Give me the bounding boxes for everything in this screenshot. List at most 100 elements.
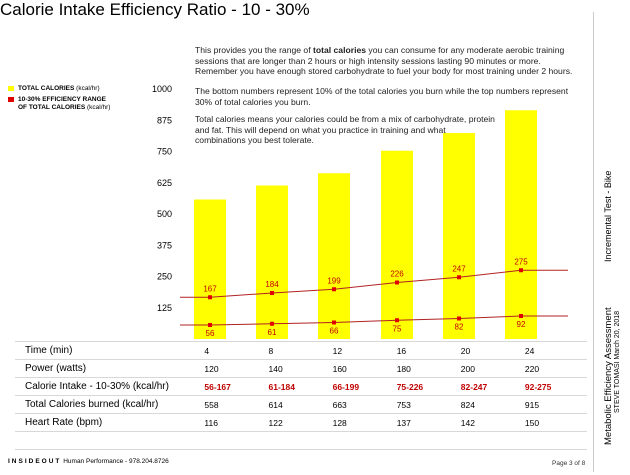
legend-range: 10-30% EFFICIENCY RANGE OF TOTAL CALORIE… <box>8 96 138 112</box>
row-cell: 558 <box>202 395 267 414</box>
row-cell: 200 <box>458 359 523 378</box>
legend-range-label-2: OF TOTAL CALORIES <box>18 104 86 111</box>
data-label: 226 <box>390 270 404 279</box>
line-point <box>457 275 461 280</box>
intro-paragraph: This provides you the range of total cal… <box>195 45 575 77</box>
intro-prefix: This provides you the range of <box>195 45 311 55</box>
legend-range-label-1: 10-30% EFFICIENCY RANGE <box>18 96 107 103</box>
row-cell: 160 <box>330 359 395 378</box>
y-tick-label: 1000 <box>152 84 172 94</box>
side-athlete: STEVE TOMASI <box>614 361 621 413</box>
row-cell: 92-275 <box>522 377 587 396</box>
row-cell: 180 <box>394 359 459 378</box>
row-label: Power (watts) <box>15 359 203 378</box>
legend-swatch-total <box>8 86 14 91</box>
line-point <box>332 320 336 325</box>
y-tick-label: 875 <box>157 115 172 125</box>
page-title: Calorie Intake Efficiency Ratio - 10 - 3… <box>0 0 310 19</box>
line-point <box>395 280 399 285</box>
side-athlete-date: STEVE TOMASI March 20, 2018 <box>614 311 621 413</box>
row-cell <box>266 431 331 450</box>
footer-text: Human Performance - 978.204.8726 <box>63 458 169 465</box>
row-label: Heart Rate (bpm) <box>15 413 203 432</box>
row-cell: 4 <box>202 341 267 360</box>
legend-total: TOTAL CALORIES (kcal/hr) <box>8 85 100 93</box>
table-row: Heart Rate (bpm) 116 122 128 137 142 150 <box>15 413 587 432</box>
row-cell: 128 <box>330 413 395 432</box>
y-tick-label: 750 <box>157 147 172 157</box>
row-cell <box>394 431 459 450</box>
side-report-title: Metabolic Efficiency Assessment <box>603 307 614 445</box>
row-label <box>15 431 203 450</box>
row-cell: 137 <box>394 413 459 432</box>
data-label: 66 <box>330 327 339 336</box>
row-cell: 61-184 <box>266 377 331 396</box>
row-cell: 614 <box>266 395 331 414</box>
data-label: 56 <box>206 329 215 338</box>
line-point <box>519 268 523 273</box>
table-row <box>15 431 587 450</box>
row-cell: 142 <box>458 413 523 432</box>
line-point <box>519 314 523 318</box>
line-point <box>457 316 461 321</box>
line-point <box>270 321 274 326</box>
table-row: Calorie Intake - 10-30% (kcal/hr) 56-167 6… <box>15 377 587 396</box>
footer-brand: INSIDEOUT <box>8 458 62 465</box>
row-cell: 20 <box>458 341 523 360</box>
side-test-title: Incremental Test - Bike <box>603 170 613 262</box>
legend-total-label: TOTAL CALORIES <box>18 85 75 92</box>
bar <box>505 110 537 339</box>
row-cell <box>458 431 523 450</box>
y-tick-label: 500 <box>157 209 172 219</box>
row-cell: 120 <box>202 359 267 378</box>
bar <box>381 150 413 339</box>
bar <box>256 185 288 339</box>
row-cell: 824 <box>458 395 523 414</box>
row-cell: 150 <box>522 413 587 432</box>
row-label: Time (min) <box>15 341 203 360</box>
legend-swatch-range <box>8 97 14 102</box>
table-row: Time (min) 4 8 12 16 20 24 <box>15 341 587 360</box>
data-label: 61 <box>268 328 277 337</box>
intro-bold: total calories <box>313 45 367 55</box>
row-cell: 75-226 <box>394 377 459 396</box>
range-paragraph: The bottom numbers represent 10% of the … <box>195 86 569 107</box>
intro-suffix: you can consume for any moderate aerobic… <box>195 45 573 76</box>
data-label: 199 <box>327 276 341 285</box>
line-point <box>270 291 274 295</box>
row-cell: 82-247 <box>458 377 523 396</box>
row-cell: 663 <box>330 395 395 414</box>
row-cell <box>522 431 587 450</box>
legend-total-unit: (kcal/hr) <box>76 85 100 92</box>
footer: INSIDEOUT Human Performance - 978.204.87… <box>8 458 169 465</box>
y-tick-label: 250 <box>157 272 172 282</box>
line-point <box>208 323 212 327</box>
bar <box>318 173 350 339</box>
data-label: 275 <box>514 257 528 266</box>
side-date: March 20, 2018 <box>614 310 621 360</box>
data-table: Time (min) 4 8 12 16 20 24 Power (watts) 120 140 1… <box>15 341 587 450</box>
row-cell: 16 <box>394 341 459 360</box>
data-label: 75 <box>393 324 402 333</box>
bar <box>194 199 226 339</box>
row-cell: 753 <box>394 395 459 414</box>
line-point <box>332 287 336 292</box>
row-cell: 8 <box>266 341 331 360</box>
data-label: 184 <box>265 280 279 289</box>
row-cell: 116 <box>202 413 267 432</box>
row-cell: 140 <box>266 359 331 378</box>
data-label: 82 <box>455 323 464 332</box>
data-label: 167 <box>203 284 217 293</box>
table-row: Power (watts) 120 140 160 180 200 220 <box>15 359 587 378</box>
total-paragraph: Total calories means your calories could… <box>195 114 495 145</box>
y-tick-label: 625 <box>157 178 172 188</box>
side-divider <box>593 12 594 472</box>
data-label: 247 <box>452 264 466 273</box>
row-cell: 915 <box>522 395 587 414</box>
row-cell <box>202 431 267 450</box>
row-label: Calorie Intake - 10-30% (kcal/hr) <box>15 377 203 396</box>
table-row: Total Calories burned (kcal/hr) 558 614 663… <box>15 395 587 414</box>
data-label: 92 <box>517 320 526 329</box>
row-cell: 12 <box>330 341 395 360</box>
